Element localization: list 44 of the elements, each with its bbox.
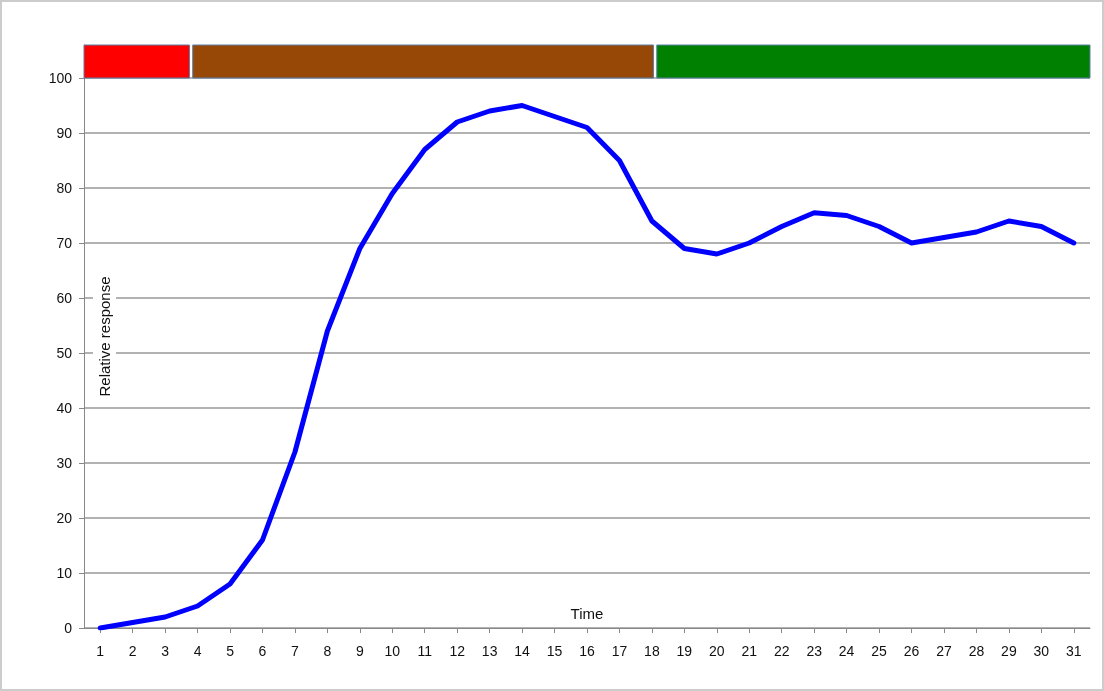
- y-tick-label: 0: [64, 620, 73, 636]
- x-tick-label: 27: [936, 643, 952, 659]
- x-tick-label: 28: [968, 643, 985, 659]
- x-tick-label: 2: [128, 643, 137, 659]
- x-tick-label: 22: [773, 643, 790, 659]
- y-tick-label: 50: [56, 345, 73, 361]
- x-axis-title: Time: [570, 605, 604, 622]
- x-tick-label: 1: [96, 643, 105, 659]
- x-tick-label: 5: [226, 643, 235, 659]
- x-tick-label: 10: [384, 643, 401, 659]
- y-tick-label: 10: [56, 565, 73, 581]
- y-tick-label: 70: [56, 235, 73, 251]
- x-tick-label: 12: [449, 643, 466, 659]
- y-axis-title: Relative response: [96, 276, 113, 397]
- x-tick-label: 29: [1001, 643, 1017, 659]
- x-tick-label: 7: [291, 643, 300, 659]
- x-tick-label: 19: [676, 643, 693, 659]
- y-tick-label: 60: [56, 290, 73, 306]
- x-tick-label: 6: [258, 643, 267, 659]
- x-tick-label: 14: [514, 643, 531, 659]
- x-tick-label: 26: [903, 643, 920, 659]
- x-tick-label: 9: [355, 643, 364, 659]
- x-tick-label: 15: [546, 643, 563, 659]
- x-tick-label: 21: [741, 643, 758, 659]
- x-tick-label: 11: [417, 643, 433, 659]
- x-tick-label: 17: [611, 643, 628, 659]
- x-tick-label: 24: [838, 643, 855, 659]
- x-tick-label: 16: [579, 643, 595, 659]
- x-tick-label: 4: [193, 643, 202, 659]
- x-tick-label: 3: [161, 643, 170, 659]
- y-tick-label: 30: [56, 455, 73, 471]
- x-tick-label: 13: [481, 643, 498, 659]
- y-tick-label: 20: [56, 510, 73, 526]
- x-tick-label: 20: [709, 643, 725, 659]
- y-tick-label: 90: [56, 125, 73, 141]
- x-tick-label: 18: [644, 643, 660, 659]
- x-tick-label: 25: [871, 643, 888, 659]
- x-tick-label: 23: [806, 643, 823, 659]
- x-tick-label: 31: [1065, 643, 1082, 659]
- y-tick-label: 100: [48, 70, 73, 86]
- y-tick-label: 80: [56, 180, 73, 196]
- x-tick-label: 8: [323, 643, 332, 659]
- y-tick-label: 40: [56, 400, 73, 416]
- x-tick-label: 30: [1033, 643, 1050, 659]
